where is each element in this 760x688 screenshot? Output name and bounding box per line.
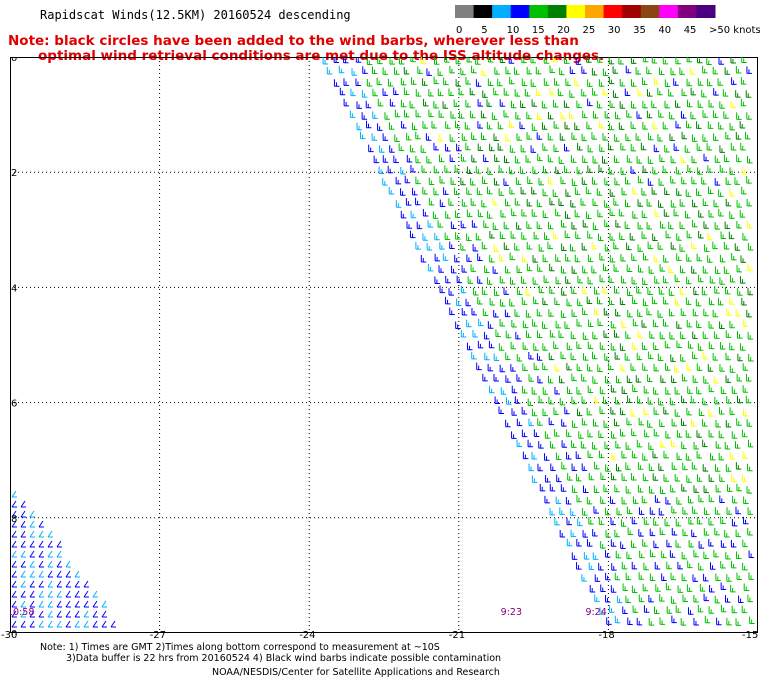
legend-label: 0 bbox=[456, 25, 462, 36]
legend-label: 15 bbox=[532, 25, 545, 36]
legend-swatch bbox=[622, 5, 642, 18]
map-title: Rapidscat Winds(12.5KM) 20160524 descend… bbox=[40, 8, 351, 22]
legend-swatch bbox=[529, 5, 549, 18]
lon-tick-label: -24 bbox=[299, 630, 316, 641]
legend-label: 25 bbox=[583, 25, 596, 36]
footer-credit: NOAA/NESDIS/Center for Satellite Applica… bbox=[212, 667, 500, 678]
legend-swatch bbox=[603, 5, 623, 18]
wind-barbs bbox=[11, 57, 755, 628]
legend-label: 30 bbox=[608, 25, 621, 36]
footer-note-2: 3)Data buffer is 22 hrs from 20160524 4)… bbox=[66, 653, 502, 664]
legend-label: 45 bbox=[684, 25, 697, 36]
legend-swatch bbox=[510, 5, 530, 18]
lon-tick-label: -21 bbox=[448, 630, 466, 641]
wind-barb-map: -10 -12 -14 -16 -18 -20 10:58 9:23 9:24 bbox=[10, 57, 758, 635]
legend-label: 20 bbox=[557, 25, 570, 36]
legend-label: 5 bbox=[481, 25, 487, 36]
legend-swatch bbox=[640, 5, 660, 18]
lat-tick-label: -12 bbox=[10, 168, 17, 179]
legend-swatch bbox=[492, 5, 512, 18]
footer-note-1: Note: 1) Times are GMT 2)Times along bot… bbox=[40, 642, 440, 653]
legend-swatch bbox=[585, 5, 605, 18]
lon-tick-label: -30 bbox=[1, 630, 18, 641]
lon-tick-label: -27 bbox=[149, 630, 166, 641]
lat-tick-label: -20 bbox=[10, 629, 17, 635]
legend-label: 35 bbox=[633, 25, 646, 36]
legend-label: 40 bbox=[658, 25, 671, 36]
legend-swatch bbox=[566, 5, 586, 18]
legend-swatch bbox=[547, 5, 567, 18]
lat-tick-label: -10 bbox=[10, 57, 17, 64]
time-label: 9:24 bbox=[585, 607, 606, 618]
legend-label: >50 knots bbox=[709, 25, 760, 36]
legend-swatch bbox=[473, 5, 493, 18]
lat-tick-label: -16 bbox=[10, 399, 17, 410]
legend-swatch bbox=[455, 5, 475, 18]
time-label: 10:58 bbox=[10, 607, 34, 618]
wind-speed-legend: 0 5 10 15 20 25 30 35 40 45 >50 knots bbox=[455, 5, 760, 36]
legend-swatch bbox=[659, 5, 679, 18]
note-line-2: optimal wind retrieval conditions are me… bbox=[38, 48, 605, 64]
time-label: 9:23 bbox=[501, 607, 522, 618]
legend-label: 10 bbox=[507, 25, 520, 36]
lon-tick-label: -15 bbox=[742, 630, 759, 641]
note-line-1: Note: black circles have been added to t… bbox=[8, 33, 579, 49]
lon-tick-label: -18 bbox=[598, 630, 615, 641]
lat-tick-label: -18 bbox=[10, 514, 17, 525]
map-frame bbox=[10, 57, 758, 633]
lat-tick-label: -14 bbox=[10, 283, 17, 294]
legend-swatch bbox=[696, 5, 716, 18]
legend-swatch bbox=[677, 5, 697, 18]
